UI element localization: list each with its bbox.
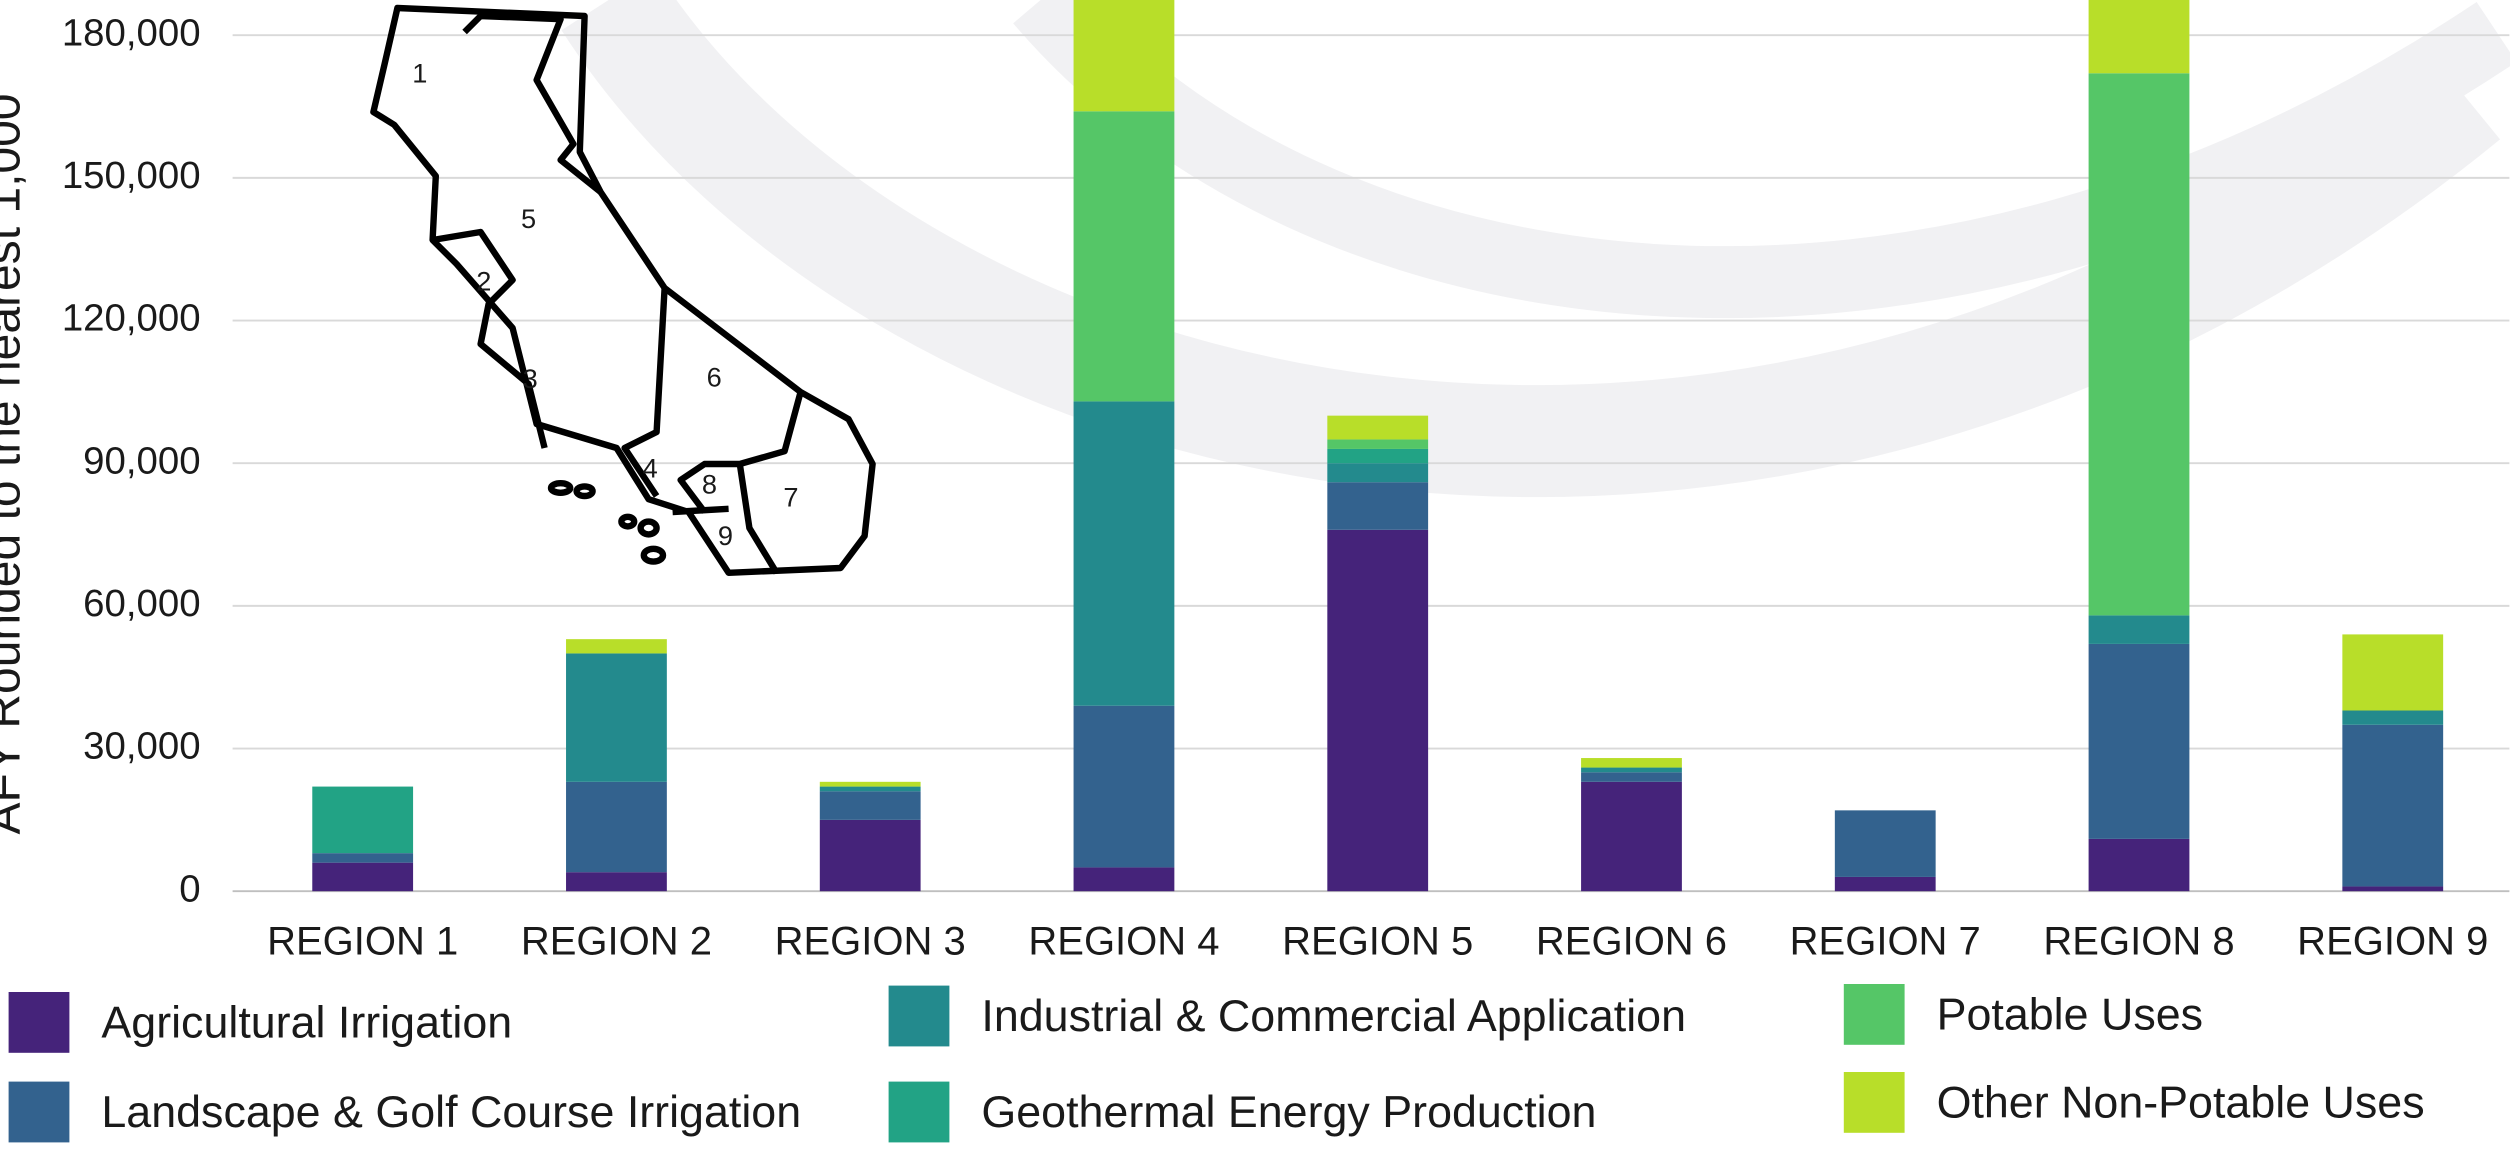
x-tick-label: REGION 8 — [2043, 920, 2234, 964]
legend-label: Agricultural Irrigation — [101, 997, 512, 1047]
bar-segment — [1073, 401, 1175, 706]
y-tick-label: 60,000 — [83, 582, 200, 625]
legend-swatch — [888, 985, 950, 1047]
bar-segment — [566, 653, 667, 782]
bar-segment — [1073, 0, 1175, 112]
y-tick-label: 0 — [179, 867, 200, 910]
bar-segment — [1073, 705, 1175, 868]
background-swirl — [561, 0, 2510, 498]
legend-swatch — [1843, 1072, 1905, 1133]
bar-segment — [1327, 482, 1429, 530]
x-tick-label: REGION 4 — [1028, 920, 1219, 964]
legend-label: Industrial & Commercial Application — [981, 991, 1686, 1041]
map-region-label: 9 — [718, 520, 733, 551]
legend-swatch — [8, 1081, 70, 1143]
bar-segment — [1581, 781, 1682, 892]
bar-segment — [566, 872, 667, 892]
legend-label: Potable Uses — [1937, 989, 2203, 1039]
bar-segment — [1327, 463, 1429, 483]
bar-segment — [2342, 724, 2444, 887]
x-tick-label: REGION 6 — [1536, 920, 1727, 964]
bar-segment — [566, 781, 667, 873]
y-tick-label: 180,000 — [62, 11, 201, 54]
map-region-label: 6 — [707, 361, 722, 392]
bar-segment — [819, 786, 921, 792]
legend-swatch — [888, 1081, 950, 1143]
x-tick-label: REGION 9 — [2297, 920, 2488, 964]
map-region-label: 8 — [702, 469, 717, 500]
map-region-label: 4 — [643, 453, 658, 484]
bar-segment — [1581, 758, 1682, 768]
legend-swatch — [1843, 984, 1905, 1045]
bar-segment — [2088, 73, 2190, 616]
x-tick-label: REGION 1 — [267, 920, 458, 964]
x-tick-label: REGION 5 — [1282, 920, 1473, 964]
legend-label: Geothermal Energy Production — [981, 1087, 1596, 1137]
bar-segment — [1581, 767, 1682, 773]
legend-swatch — [8, 992, 70, 1053]
bar-segment — [2342, 710, 2444, 725]
bar-segment — [2088, 643, 2190, 839]
bar-segment — [2088, 0, 2190, 74]
map-region-label: 3 — [523, 363, 538, 394]
y-tick-label: 150,000 — [62, 154, 201, 197]
map-region-label: 5 — [521, 203, 536, 234]
bar-segment — [312, 862, 414, 892]
bar-segment — [1073, 111, 1175, 402]
x-tick-label: REGION 7 — [1790, 920, 1981, 964]
map-labels: 1 52 3 6 4 8 7 9 — [412, 57, 798, 550]
map-region-label: 7 — [783, 481, 798, 512]
bar-segment — [819, 781, 921, 787]
bar-segment — [566, 639, 667, 654]
bar-segment — [312, 786, 414, 854]
bar-segment — [1073, 867, 1175, 892]
bar-segment — [2342, 634, 2444, 711]
legend-label: Landscape & Golf Course Irrigation — [101, 1087, 801, 1137]
bar-segment — [2088, 838, 2190, 892]
bars: REGION 1 REGION 2 REGION 3 REGION 4 REGION 5… — [267, 0, 2488, 964]
y-axis-label: AFY Rounded to the nearest 1,000 — [0, 94, 31, 835]
bar-segment — [2088, 615, 2190, 644]
map-region-label: 2 — [476, 265, 491, 296]
legend: Agricultural Irrigation Landscape & Golf … — [8, 984, 2425, 1143]
y-tick-label: 30,000 — [83, 725, 200, 768]
x-tick-label: REGION 3 — [775, 920, 966, 964]
map-region-label: 1 — [412, 57, 427, 88]
bar-segment — [819, 791, 921, 820]
bar-segment — [1327, 448, 1429, 464]
bar-segment — [1834, 810, 1936, 877]
bar-segment — [1327, 439, 1429, 449]
legend-label: Other Non-Potable Uses — [1937, 1077, 2425, 1127]
bar-segment — [1581, 772, 1682, 782]
bar-segment — [1327, 529, 1429, 892]
bar-segment — [2342, 886, 2444, 892]
bar-segment — [1834, 876, 1936, 892]
y-tick-label: 120,000 — [62, 297, 201, 340]
bar-segment — [1327, 415, 1429, 440]
bar-segment — [312, 853, 414, 863]
region-map — [370, 4, 876, 577]
y-tick-label: 90,000 — [83, 439, 200, 482]
x-tick-label: REGION 2 — [521, 920, 712, 964]
bar-segment — [819, 819, 921, 892]
